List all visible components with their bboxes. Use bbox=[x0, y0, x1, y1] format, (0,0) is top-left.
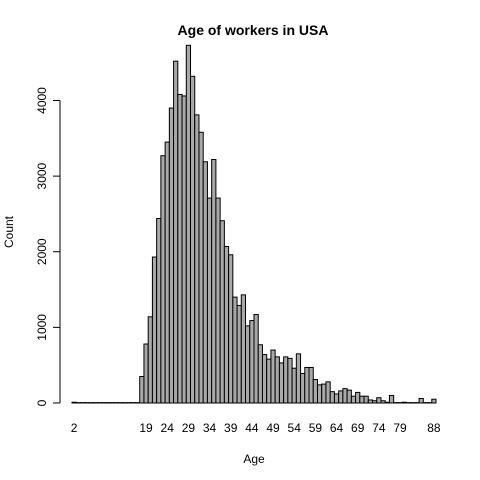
bar-75 bbox=[380, 400, 386, 404]
bar-35 bbox=[211, 158, 217, 404]
bar-63 bbox=[329, 391, 335, 404]
bar-46 bbox=[257, 344, 263, 404]
bar-39 bbox=[228, 254, 234, 404]
bar-19 bbox=[143, 343, 149, 404]
bar-48 bbox=[266, 358, 272, 404]
bar-2 bbox=[71, 401, 77, 404]
bar-57 bbox=[304, 366, 310, 404]
bar-36 bbox=[215, 197, 221, 404]
bar-49 bbox=[270, 349, 276, 404]
x-axis-label: Age bbox=[243, 452, 265, 466]
bar-33 bbox=[202, 161, 208, 404]
x-axis: 2 19 24 29 34 39 44 49 54 59 64 69 74 79 88 bbox=[71, 421, 441, 435]
bar-43 bbox=[245, 325, 251, 404]
bar-55 bbox=[295, 353, 302, 404]
bar-38 bbox=[223, 245, 230, 404]
bar-64 bbox=[333, 393, 340, 404]
bar-88 bbox=[431, 398, 437, 404]
bar-54 bbox=[291, 367, 297, 404]
bar-23 bbox=[160, 155, 166, 404]
x-tick-label-29: 29 bbox=[182, 421, 196, 435]
x-tick-label-79: 79 bbox=[393, 421, 407, 435]
bar-77 bbox=[388, 394, 395, 404]
bar-29 bbox=[185, 44, 192, 404]
bar-24 bbox=[164, 141, 170, 404]
bar-27 bbox=[177, 93, 183, 404]
bar-52 bbox=[283, 356, 289, 404]
bar-31 bbox=[194, 114, 200, 404]
bar-50 bbox=[274, 356, 280, 404]
bar-40 bbox=[232, 296, 238, 404]
bar-68 bbox=[350, 395, 357, 404]
x-tick-label-64: 64 bbox=[330, 421, 344, 435]
bar-66 bbox=[342, 388, 348, 404]
bar-34 bbox=[206, 197, 213, 404]
bar-22 bbox=[156, 217, 162, 404]
bar-32 bbox=[198, 131, 204, 404]
bar-60 bbox=[316, 384, 323, 404]
bar-53 bbox=[287, 357, 293, 404]
bar-84 bbox=[418, 397, 424, 404]
x-tick-label-49: 49 bbox=[266, 421, 280, 435]
bar-80 bbox=[401, 401, 407, 404]
bar-59 bbox=[312, 379, 318, 404]
bar-73 bbox=[372, 400, 378, 404]
bar-69 bbox=[355, 391, 361, 404]
y-tick-label-3000: 3000 bbox=[35, 162, 49, 189]
bar-74 bbox=[376, 397, 382, 404]
bar-56 bbox=[300, 373, 306, 404]
bar-21 bbox=[151, 256, 158, 404]
y-tick-label-0: 0 bbox=[35, 399, 49, 406]
bar-65 bbox=[338, 390, 344, 404]
bar-70 bbox=[359, 395, 365, 404]
bar-20 bbox=[147, 316, 153, 404]
bar-76 bbox=[384, 401, 390, 404]
x-tick-label-2: 2 bbox=[71, 421, 78, 435]
bar-47 bbox=[261, 354, 268, 404]
y-axis-label: Count bbox=[2, 215, 16, 248]
x-tick-label-34: 34 bbox=[203, 421, 217, 435]
x-tick-label-88: 88 bbox=[427, 421, 441, 435]
bar-62 bbox=[325, 381, 331, 404]
bars-group bbox=[71, 44, 437, 404]
bar-45 bbox=[253, 314, 259, 404]
bar-26 bbox=[173, 60, 179, 404]
x-tick-label-54: 54 bbox=[288, 421, 302, 435]
y-tick-label-1000: 1000 bbox=[35, 314, 49, 341]
x-tick-label-69: 69 bbox=[351, 421, 365, 435]
y-tick-label-2000: 2000 bbox=[35, 238, 49, 265]
x-tick-label-59: 59 bbox=[309, 421, 323, 435]
bar-42 bbox=[240, 294, 247, 404]
chart-title: Age of workers in USA bbox=[178, 22, 329, 38]
bar-30 bbox=[190, 75, 196, 404]
x-tick-label-19: 19 bbox=[139, 421, 153, 435]
x-tick-label-74: 74 bbox=[372, 421, 386, 435]
bar-18 bbox=[139, 376, 145, 404]
bar-44 bbox=[249, 320, 255, 404]
x-tick-label-24: 24 bbox=[161, 421, 175, 435]
y-axis: 0 1000 2000 3000 4000 bbox=[35, 87, 61, 406]
bar-61 bbox=[321, 383, 327, 404]
x-tick-label-44: 44 bbox=[245, 421, 259, 435]
bar-25 bbox=[168, 107, 175, 404]
bar-67 bbox=[346, 389, 352, 404]
x-tick-label-39: 39 bbox=[224, 421, 238, 435]
bar-41 bbox=[236, 304, 242, 404]
bar-51 bbox=[278, 362, 285, 404]
bar-37 bbox=[219, 220, 225, 404]
bar-28 bbox=[181, 95, 187, 404]
bar-58 bbox=[308, 366, 314, 404]
bar-71 bbox=[363, 395, 369, 404]
bar-72 bbox=[367, 399, 374, 404]
y-tick-label-4000: 4000 bbox=[35, 87, 49, 114]
